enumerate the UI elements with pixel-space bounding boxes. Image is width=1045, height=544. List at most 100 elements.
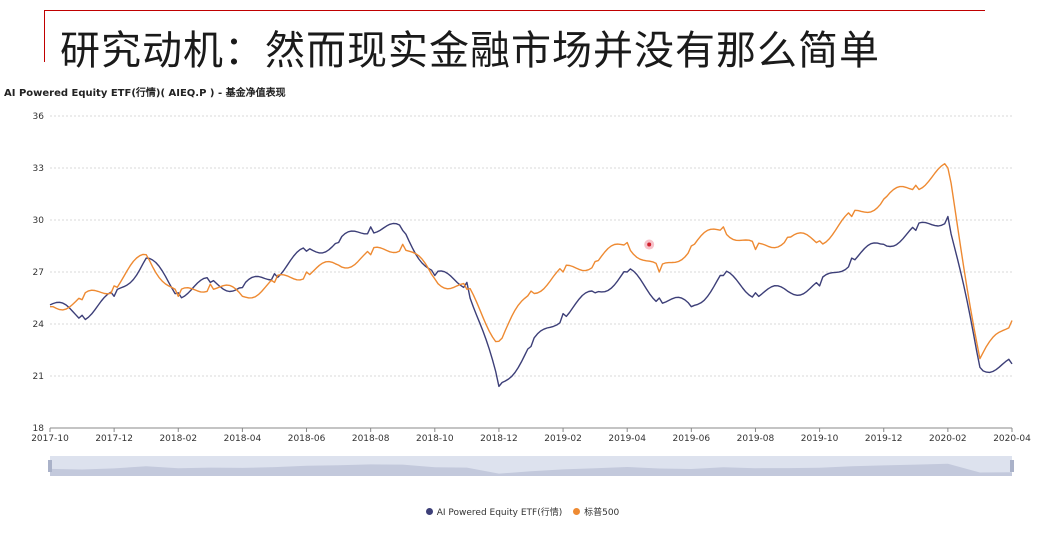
data-point-1 — [466, 288, 468, 290]
data-point-1 — [787, 236, 789, 238]
legend-dot-etf — [425, 508, 433, 515]
zoom-slider[interactable] — [48, 456, 1014, 476]
zoom-handle-left[interactable] — [48, 460, 52, 472]
data-point-0 — [754, 292, 756, 294]
data-point-0 — [626, 271, 628, 273]
series-line-1 — [50, 162, 1013, 360]
series-line-0 — [49, 215, 1013, 388]
data-point-1 — [113, 285, 115, 287]
y-tick-label: 27 — [33, 268, 44, 278]
legend-label-etf: AI Powered Equity ETF(行情) — [436, 508, 563, 518]
data-point-1 — [145, 254, 147, 256]
data-point-1 — [690, 245, 692, 247]
data-point-0 — [434, 274, 436, 276]
data-point-1 — [530, 290, 532, 292]
chart-series — [49, 162, 1013, 388]
chart-grid — [50, 115, 1012, 377]
data-point-1 — [947, 167, 949, 169]
data-point-1 — [626, 242, 628, 244]
data-point-1 — [722, 226, 724, 228]
y-tick-label: 33 — [33, 164, 44, 174]
data-point-0 — [658, 297, 660, 299]
data-point-1 — [498, 340, 500, 342]
y-tick-label: 24 — [33, 320, 45, 330]
zoom-preview-area — [50, 463, 1012, 476]
y-tick-label: 21 — [33, 372, 44, 382]
data-point-0 — [1011, 363, 1013, 365]
data-point-1 — [306, 271, 308, 273]
x-tick-label: 2020-04 — [993, 434, 1031, 444]
legend-item-etf[interactable]: AI Powered Equity ETF(行情) — [425, 505, 563, 518]
data-point-0 — [370, 226, 372, 228]
data-point-0 — [787, 290, 789, 292]
data-point-1 — [883, 198, 885, 200]
chart-title: AI Powered Equity ETF(行情)( AIEQ.P ) - 基金… — [4, 88, 286, 99]
data-point-0 — [851, 257, 853, 259]
legend-label-sp500: 标普500 — [584, 508, 620, 518]
data-point-1 — [209, 283, 211, 285]
chart-legend: AI Powered Equity ETF(行情) 标普500 — [0, 505, 1045, 518]
data-point-0 — [145, 257, 147, 259]
x-tick-label: 2018-04 — [224, 434, 262, 444]
data-point-1 — [979, 358, 981, 360]
data-point-0 — [402, 229, 404, 231]
zoom-handle-right[interactable] — [1010, 460, 1014, 472]
data-point-0 — [273, 273, 275, 275]
data-point-1 — [1011, 320, 1013, 322]
data-point-0 — [947, 216, 949, 218]
x-tick-label: 2018-12 — [480, 434, 518, 444]
data-point-0 — [594, 292, 596, 294]
data-point-0 — [241, 287, 243, 289]
data-point-1 — [338, 264, 340, 266]
x-tick-label: 2018-02 — [159, 434, 197, 444]
slide-title-frame-top — [44, 10, 985, 11]
data-point-0 — [562, 313, 564, 315]
x-tick-label: 2019-06 — [673, 434, 711, 444]
data-point-1 — [434, 278, 436, 280]
data-point-0 — [49, 304, 51, 306]
y-tick-label: 18 — [33, 424, 45, 434]
data-point-1 — [915, 184, 917, 186]
x-tick-label: 2018-10 — [416, 434, 454, 444]
data-point-1 — [594, 261, 596, 263]
data-point-1 — [49, 306, 51, 308]
legend-item-sp500[interactable]: 标普500 — [573, 505, 619, 518]
data-point-0 — [915, 229, 917, 231]
y-tick-label: 36 — [33, 112, 45, 122]
x-tick-label: 2019-04 — [608, 434, 646, 444]
data-point-1 — [562, 271, 564, 273]
data-point-0 — [466, 281, 468, 283]
data-point-1 — [819, 240, 821, 242]
x-tick-label: 2019-08 — [737, 434, 775, 444]
x-tick-label: 2019-12 — [865, 434, 903, 444]
data-point-0 — [690, 306, 692, 308]
data-point-1 — [177, 295, 179, 297]
slide-title-frame-left — [44, 10, 45, 62]
data-point-0 — [498, 385, 500, 387]
data-point-0 — [883, 243, 885, 245]
data-point-1 — [81, 299, 83, 301]
data-point-1 — [402, 243, 404, 245]
data-point-1 — [754, 248, 756, 250]
y-tick-label: 30 — [33, 216, 45, 226]
data-point-0 — [113, 295, 115, 297]
data-point-1 — [370, 254, 372, 256]
x-tick-label: 2020-02 — [929, 434, 967, 444]
data-point-0 — [979, 366, 981, 368]
slide-title: 研究动机：然而现实金融市场并没有那么简单 — [60, 28, 880, 74]
data-point-1 — [273, 281, 275, 283]
data-point-0 — [819, 285, 821, 287]
data-point-1 — [851, 216, 853, 218]
x-tick-label: 2019-10 — [801, 434, 839, 444]
data-point-0 — [306, 250, 308, 252]
data-point-0 — [338, 242, 340, 244]
x-tick-label: 2018-08 — [352, 434, 390, 444]
x-tick-label: 2019-02 — [544, 434, 582, 444]
x-tick-label: 2017-12 — [95, 434, 133, 444]
data-point-1 — [241, 295, 243, 297]
hover-point — [647, 242, 652, 247]
data-point-1 — [658, 271, 660, 273]
x-tick-label: 2017-10 — [31, 434, 69, 444]
data-point-0 — [81, 314, 83, 316]
